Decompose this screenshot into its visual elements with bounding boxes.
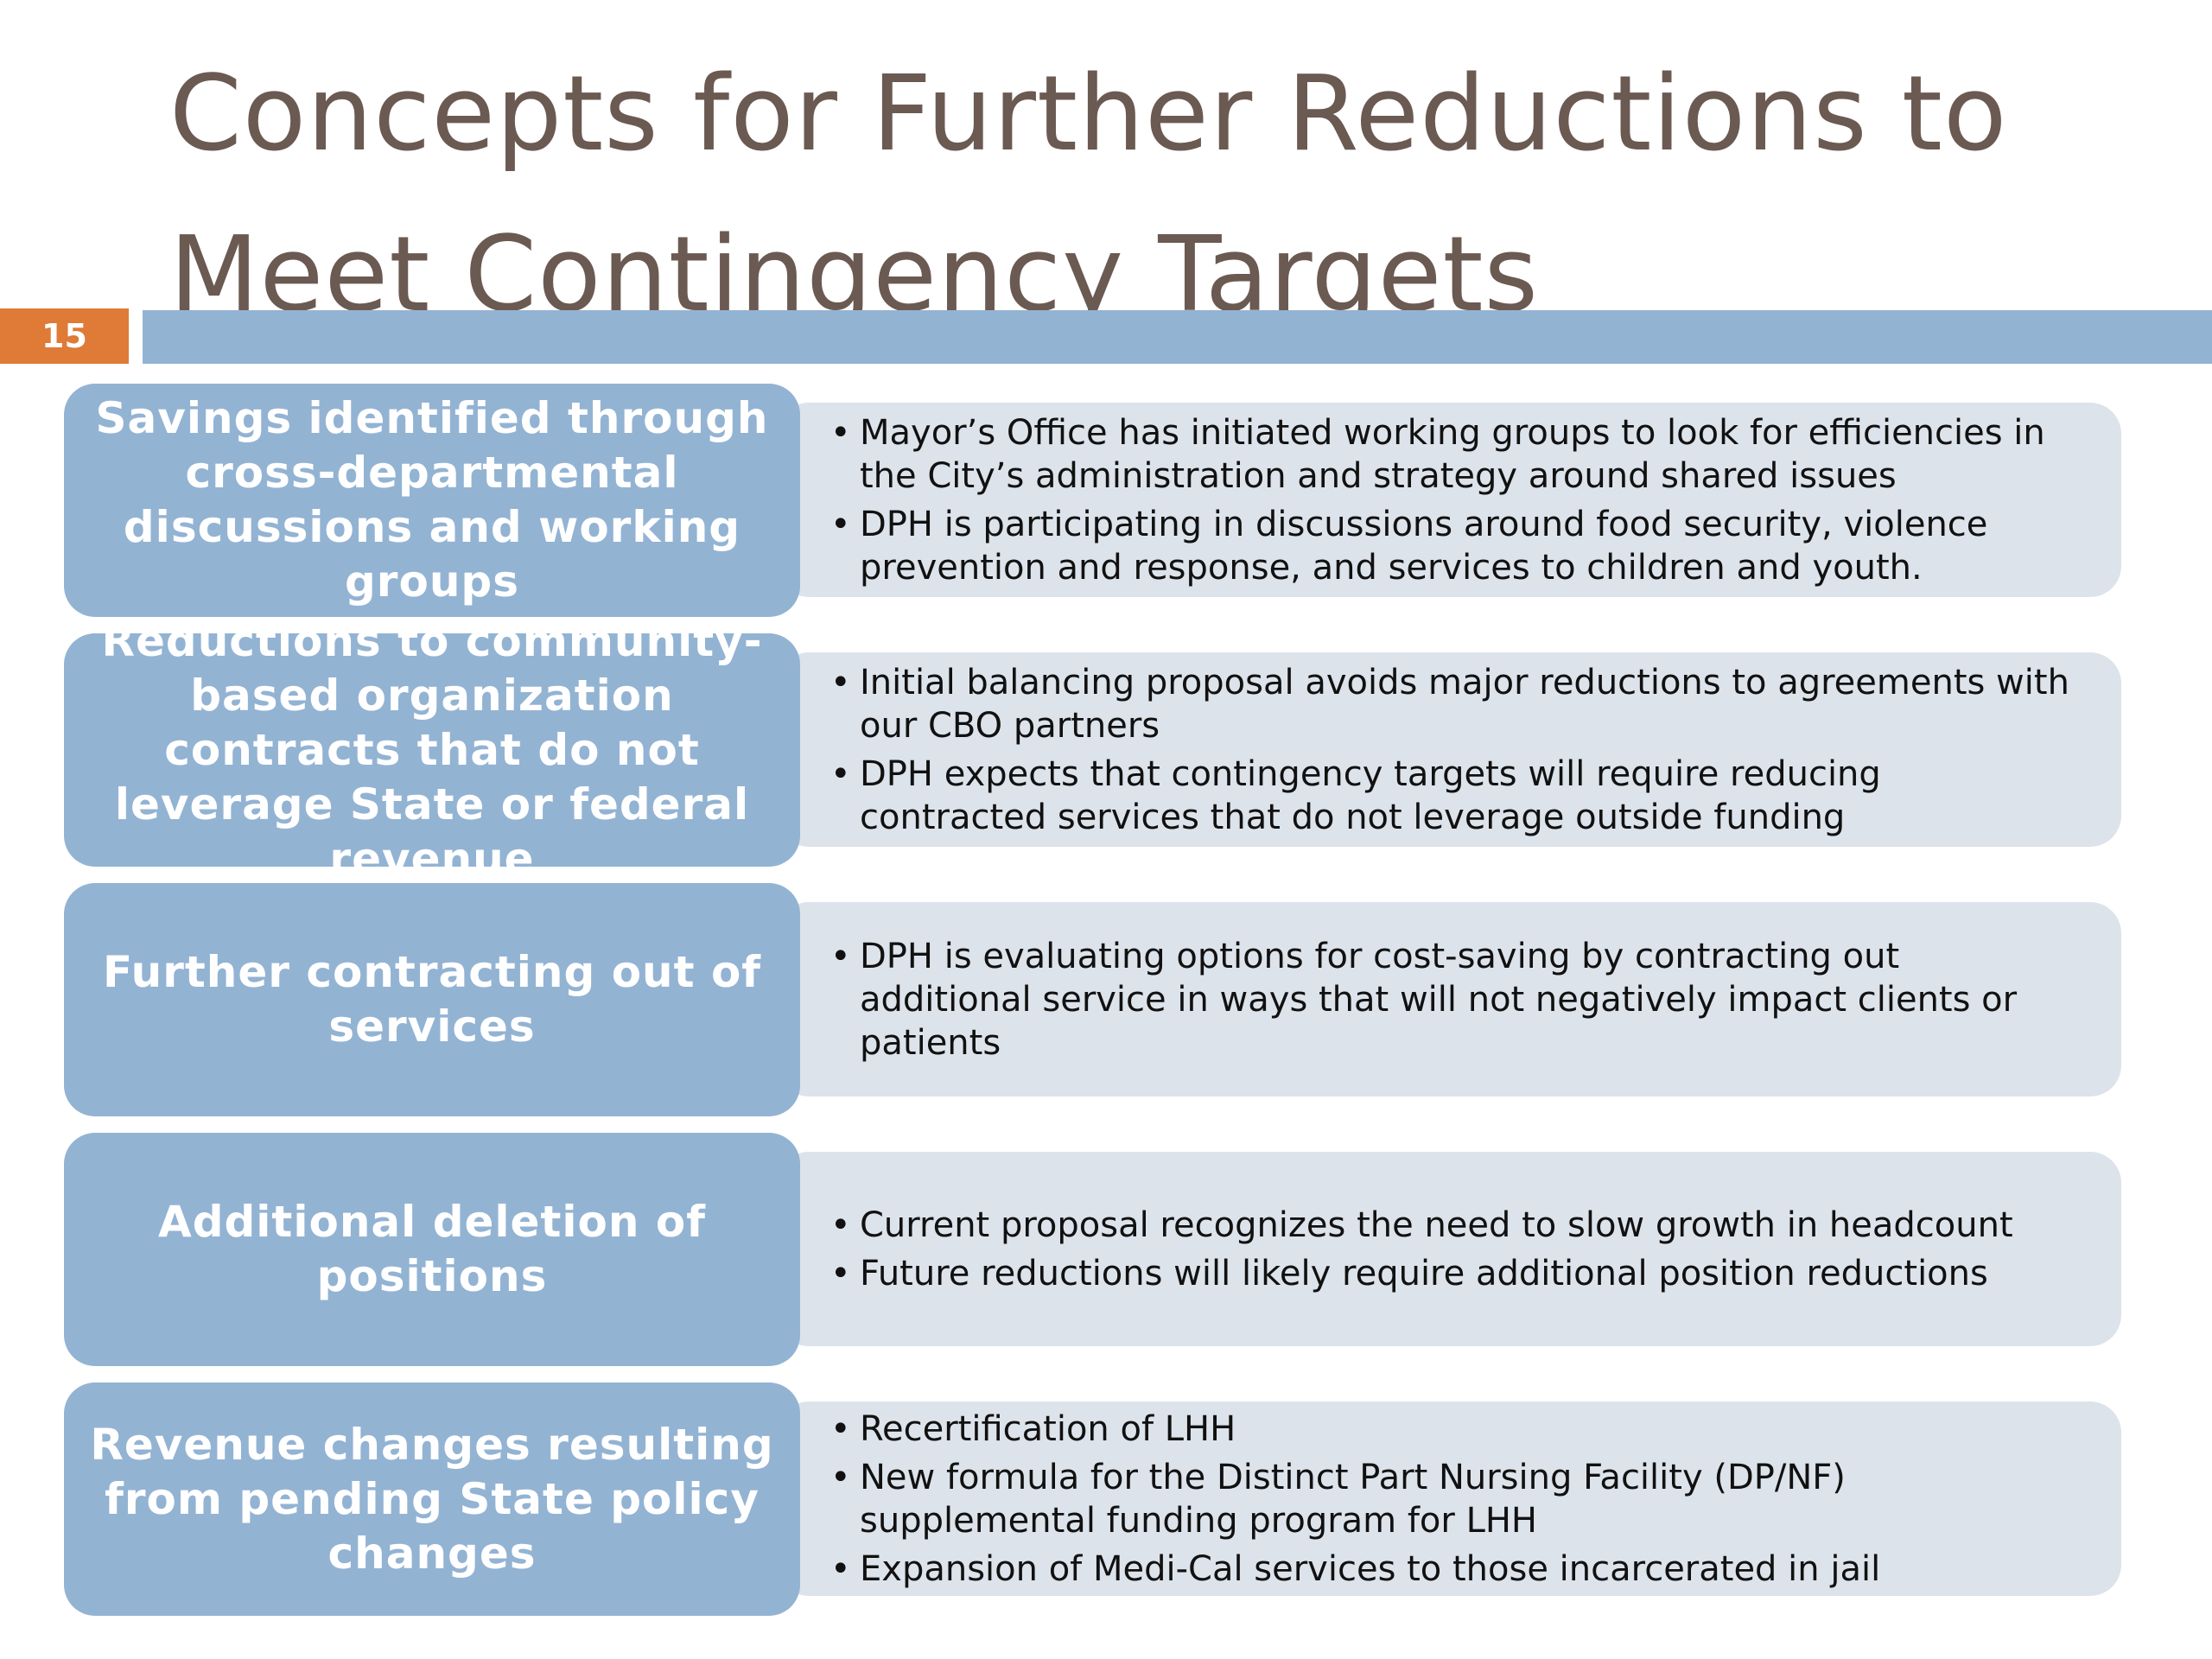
bullet-item: Recertification of LHH — [830, 1408, 2069, 1451]
bullet-list: DPH is evaluating options for cost-savin… — [830, 935, 2069, 1065]
bullet-item: Mayor’s Office has initiated working gro… — [830, 411, 2069, 498]
bullet-item: DPH is participating in discussions arou… — [830, 503, 2069, 589]
bullet-list: Current proposal recognizes the need to … — [830, 1204, 2069, 1295]
concept-row-position-deletion: Current proposal recognizes the need to … — [0, 1133, 2212, 1366]
bullet-item: Expansion of Medi-Cal services to those … — [830, 1548, 2069, 1591]
concept-row-label: Further contracting out of services — [64, 883, 800, 1116]
title-underline-bar — [143, 310, 2212, 364]
concept-row-label: Revenue changes resulting from pending S… — [64, 1382, 800, 1616]
bullet-item: Initial balancing proposal avoids major … — [830, 661, 2069, 747]
concept-row-details: Recertification of LHH New formula for t… — [778, 1402, 2121, 1596]
bullet-item: DPH is evaluating options for cost-savin… — [830, 935, 2069, 1065]
concept-row-label: Reductions to community-based organizati… — [64, 616, 800, 884]
concept-row-cbo-contract-reductions: Initial balancing proposal avoids major … — [0, 616, 2212, 884]
concept-row-details: DPH is evaluating options for cost-savin… — [778, 902, 2121, 1096]
slide-title-line-1: Concepts for Further Reductions to — [169, 54, 2008, 175]
bullet-item: Future reductions will likely require ad… — [830, 1252, 2069, 1295]
bullet-list: Initial balancing proposal avoids major … — [830, 661, 2069, 839]
concept-row-state-revenue-changes: Recertification of LHH New formula for t… — [0, 1382, 2212, 1616]
page-number-badge: 15 — [0, 308, 129, 364]
concept-row-details: Mayor’s Office has initiated working gro… — [778, 403, 2121, 597]
bullet-item: Current proposal recognizes the need to … — [830, 1204, 2069, 1247]
bullet-item: New formula for the Distinct Part Nursin… — [830, 1456, 2069, 1542]
concept-row-cross-departmental-savings: Mayor’s Office has initiated working gro… — [0, 384, 2212, 617]
bullet-list: Recertification of LHH New formula for t… — [830, 1408, 2069, 1591]
bullet-list: Mayor’s Office has initiated working gro… — [830, 411, 2069, 589]
slide-title: Concepts for Further Reductions to Meet … — [169, 35, 2174, 356]
concept-row-contracting-out: DPH is evaluating options for cost-savin… — [0, 883, 2212, 1116]
concept-row-label: Savings identified through cross-departm… — [64, 384, 800, 617]
concept-row-details: Current proposal recognizes the need to … — [778, 1152, 2121, 1346]
bullet-item: DPH expects that contingency targets wil… — [830, 753, 2069, 839]
concept-row-label: Additional deletion of positions — [64, 1133, 800, 1366]
concept-row-details: Initial balancing proposal avoids major … — [778, 652, 2121, 847]
